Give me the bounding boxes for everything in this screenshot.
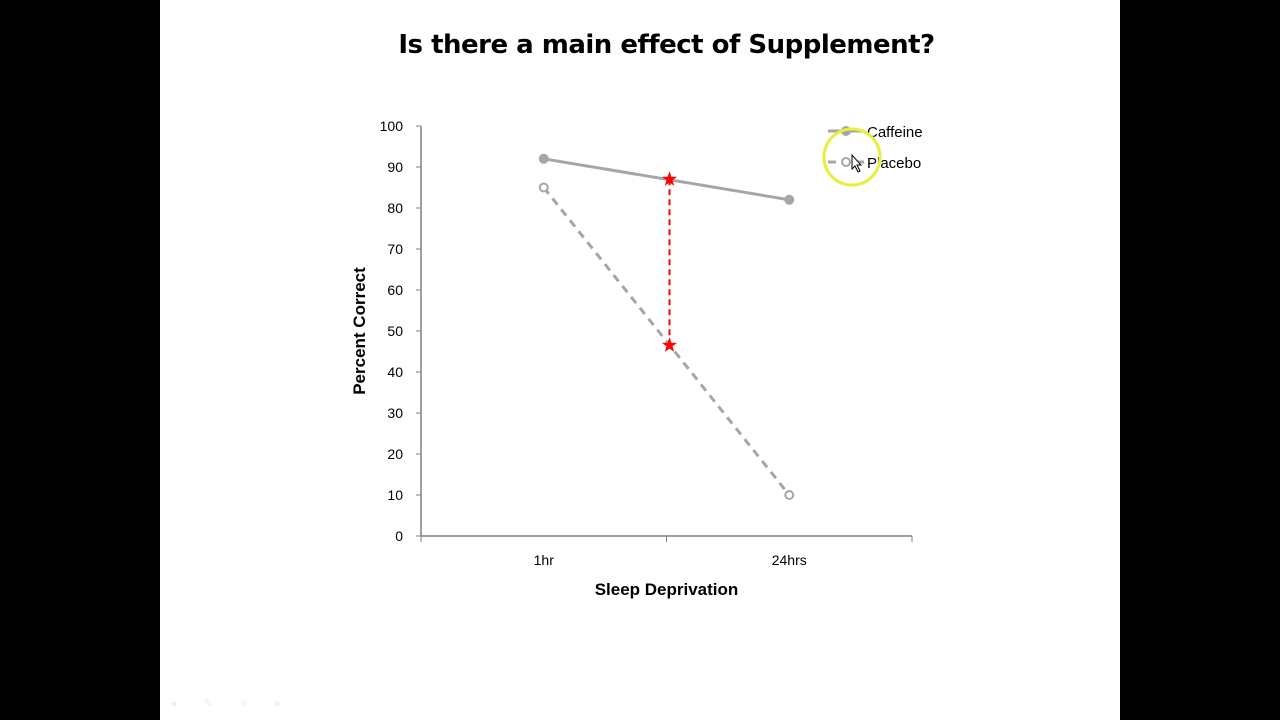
x-tick-label: 24hrs [772,552,807,568]
legend-label: Caffeine [867,124,923,141]
y-axis-label: Percent Correct [350,267,369,395]
y-tick-label: 20 [387,446,403,462]
x-axis-label: Sleep Deprivation [595,580,739,599]
y-tick-label: 0 [395,528,403,544]
data-point-placebo [784,490,795,500]
chart-title: Is there a main effect of Supplement? [398,30,935,60]
y-tick-label: 100 [380,118,404,134]
y-tick-label: 50 [387,323,403,339]
cursor-icon [851,153,863,173]
slide: Is there a main effect of Supplement? 0 1… [160,0,1120,720]
y-tick-label: 80 [387,200,403,216]
data-point-caffeine [538,153,549,164]
x-tick-label: 1hr [534,552,555,568]
legend-marker [841,157,851,167]
y-tick-label: 40 [387,364,403,380]
data-point-caffeine [784,194,795,205]
legend-label: Placebo [867,155,921,172]
y-tick-label: 10 [387,487,403,503]
data-point-placebo [538,182,549,193]
slide-nav-controls[interactable]: ◂ ✎ ≡ ▸ [170,696,294,710]
cursor-highlight [822,127,882,187]
y-tick-label: 90 [387,159,403,175]
star-marker [661,171,678,186]
y-tick-label: 30 [387,405,403,421]
line-chart: 0 10 20 30 40 50 60 70 80 90 100 1hr 24hrs Sleep Depr… [350,118,923,599]
y-tick-label: 60 [387,282,403,298]
star-marker [661,337,678,352]
series-line-placebo [542,186,791,496]
y-tick-label: 70 [387,241,403,257]
